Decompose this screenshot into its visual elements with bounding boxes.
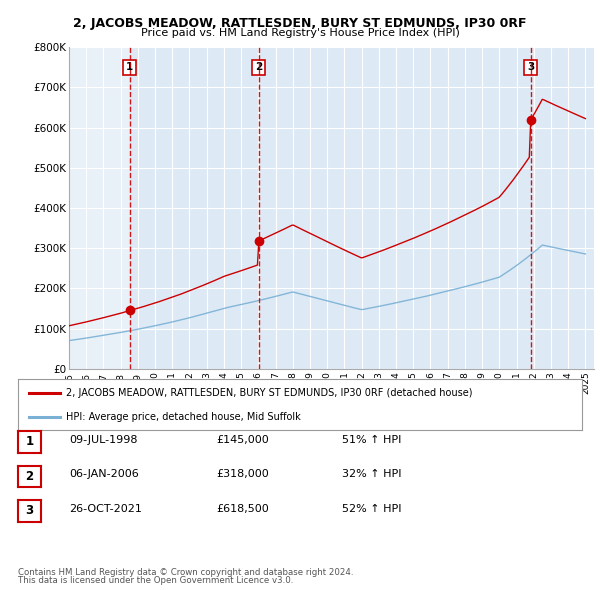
Bar <box>530 47 594 369</box>
Text: 52% ↑ HPI: 52% ↑ HPI <box>342 504 401 513</box>
Text: Contains HM Land Registry data © Crown copyright and database right 2024.: Contains HM Land Registry data © Crown c… <box>18 568 353 577</box>
Text: 06-JAN-2006: 06-JAN-2006 <box>69 469 139 478</box>
Text: £618,500: £618,500 <box>216 504 269 513</box>
Text: 51% ↑ HPI: 51% ↑ HPI <box>342 435 401 444</box>
Text: 32% ↑ HPI: 32% ↑ HPI <box>342 469 401 478</box>
Bar <box>130 47 259 369</box>
Text: 1: 1 <box>25 435 34 448</box>
Text: 09-JUL-1998: 09-JUL-1998 <box>69 435 137 444</box>
Text: 2, JACOBS MEADOW, RATTLESDEN, BURY ST EDMUNDS, IP30 0RF: 2, JACOBS MEADOW, RATTLESDEN, BURY ST ED… <box>73 17 527 30</box>
Text: 2: 2 <box>255 63 262 73</box>
Text: 3: 3 <box>25 504 34 517</box>
Text: £145,000: £145,000 <box>216 435 269 444</box>
Text: 2, JACOBS MEADOW, RATTLESDEN, BURY ST EDMUNDS, IP30 0RF (detached house): 2, JACOBS MEADOW, RATTLESDEN, BURY ST ED… <box>66 388 472 398</box>
Bar <box>259 47 530 369</box>
Bar <box>69 47 130 369</box>
Text: 26-OCT-2021: 26-OCT-2021 <box>69 504 142 513</box>
Text: HPI: Average price, detached house, Mid Suffolk: HPI: Average price, detached house, Mid … <box>66 412 301 422</box>
Text: This data is licensed under the Open Government Licence v3.0.: This data is licensed under the Open Gov… <box>18 576 293 585</box>
Text: 3: 3 <box>527 63 534 73</box>
Text: 1: 1 <box>126 63 133 73</box>
Text: 2: 2 <box>25 470 34 483</box>
Text: £318,000: £318,000 <box>216 469 269 478</box>
Text: Price paid vs. HM Land Registry's House Price Index (HPI): Price paid vs. HM Land Registry's House … <box>140 28 460 38</box>
